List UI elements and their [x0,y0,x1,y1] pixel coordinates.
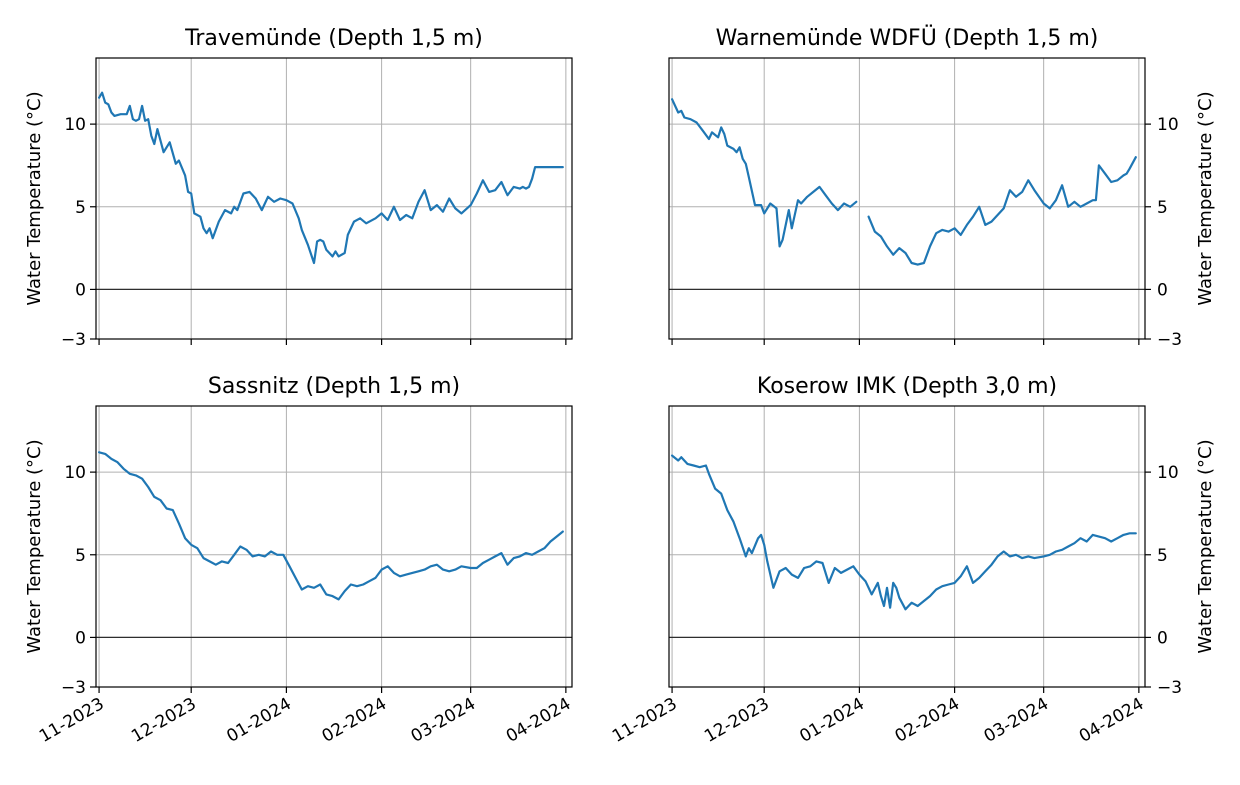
y-axis-label: Water Temperature (°C) [24,439,45,653]
y-tick-label: −3 [61,330,86,350]
panel-1: −3 0 5 10 Travemünde (Depth 1,5 m) Water Temp… [24,26,573,350]
series-line-1 [671,454,1137,611]
y-tick-label: 5 [75,546,86,566]
plot-frame [95,405,573,688]
y-axis-label: Water Temperature (°C) [24,91,45,305]
y-tick-label: 10 [64,115,86,135]
y-tick-label: −3 [1157,330,1182,350]
chart-title: Warnemünde WDFÜ (Depth 1,5 m) [716,25,1099,51]
panel-3: −3 0 5 10 11-2023 12-2023 01-2024 02-2024 03-202… [24,374,574,747]
x-tick-label: 01-2024 [223,694,295,747]
x-tick-label: 01-2024 [796,694,868,747]
y-tick-label: −3 [61,678,86,698]
series-line-1 [98,91,564,265]
panel-4: −3 0 5 10 11-2023 12-2023 01-2024 02-2024 03-202… [609,374,1216,747]
y-tick-label: 10 [1157,115,1179,135]
x-tick-label: 02-2024 [892,694,964,747]
x-tick-label: 04-2024 [503,694,575,747]
plot-frame [668,57,1146,340]
plot-frame [95,57,573,340]
y-tick-label: 10 [64,463,86,483]
x-tick-label: 12-2023 [128,694,200,747]
y-tick-label: 10 [1157,463,1179,483]
y-tick-label: 0 [75,628,86,648]
x-tick-label: 03-2024 [408,694,480,747]
chart-title: Sassnitz (Depth 1,5 m) [208,374,460,399]
series-line-1 [671,98,1137,266]
y-tick-label: 0 [1157,628,1168,648]
x-tick-label: 12-2023 [701,694,773,747]
y-tick-label: 0 [1157,280,1168,300]
y-axis-label: Water Temperature (°C) [1195,439,1216,653]
y-axis-label: Water Temperature (°C) [1195,91,1216,305]
y-tick-label: 5 [1157,198,1168,218]
y-tick-label: −3 [1157,678,1182,698]
x-tick-label: 11-2023 [609,694,681,747]
series-line-1 [98,451,564,601]
chart-title: Travemünde (Depth 1,5 m) [184,26,483,51]
y-tick-label: 0 [75,280,86,300]
panel-2: −3 0 5 10 Warnemünde WDFÜ (Depth 1,5 m) Water… [668,25,1216,350]
x-tick-label: 03-2024 [981,694,1053,747]
x-tick-label: 11-2023 [36,694,108,747]
x-tick-label: 02-2024 [319,694,391,747]
plot-frame [668,405,1146,688]
y-tick-label: 5 [75,198,86,218]
chart-title: Koserow IMK (Depth 3,0 m) [757,374,1057,399]
y-tick-label: 5 [1157,546,1168,566]
x-tick-label: 04-2024 [1076,694,1148,747]
